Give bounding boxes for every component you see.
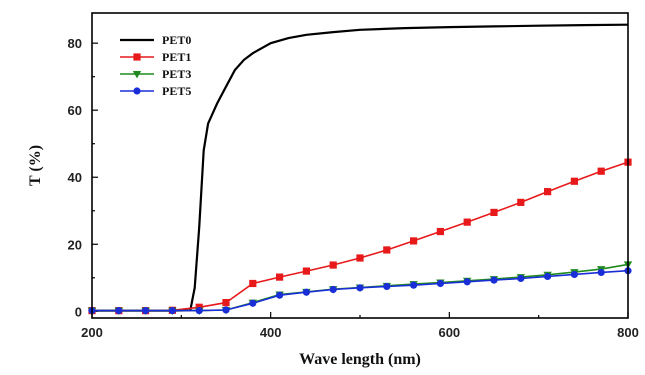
data-point-pet1: [383, 246, 391, 254]
data-point-pet1: [463, 218, 471, 226]
series-pet5: [88, 267, 632, 315]
legend-marker-pet1: [133, 53, 141, 61]
data-point-pet5: [410, 281, 418, 289]
legend-item-pet5: PET5: [120, 84, 191, 98]
data-point-pet1: [544, 188, 552, 196]
legend-marker-pet3: [132, 71, 142, 79]
legend-item-pet1: PET1: [120, 50, 191, 64]
y-tick-label: 40: [68, 170, 82, 185]
x-tick-label: 400: [260, 325, 282, 340]
data-point-pet5: [329, 285, 337, 294]
data-point-pet1: [356, 254, 364, 262]
legend-label-pet5: PET5: [162, 84, 191, 98]
data-point-pet5: [517, 274, 525, 283]
legend-label-pet0: PET0: [162, 33, 191, 47]
x-tick-label: 200: [81, 325, 103, 340]
data-point-pet5: [115, 307, 123, 315]
data-point-pet1: [410, 237, 418, 245]
data-point-pet1: [222, 298, 230, 307]
data-point-pet5: [195, 307, 203, 315]
data-point-pet1: [597, 167, 605, 175]
data-point-pet5: [383, 282, 391, 291]
legend-label-pet1: PET1: [162, 50, 191, 64]
data-point-pet5: [222, 306, 230, 314]
data-point-pet1: [249, 279, 257, 288]
data-point-pet1: [570, 177, 578, 185]
data-point-pet5: [142, 307, 150, 315]
legend-label-pet3: PET3: [162, 67, 191, 81]
legend-item-pet0: PET0: [120, 33, 191, 47]
y-tick-label: 0: [75, 304, 82, 319]
y-tick-label: 60: [68, 103, 82, 118]
data-point-pet1: [302, 267, 310, 275]
data-point-pet5: [570, 270, 579, 279]
x-tick-label: 800: [617, 325, 639, 340]
data-point-pet5: [463, 278, 471, 286]
data-point-pet5: [276, 291, 284, 299]
data-series: [87, 23, 633, 316]
legend: PET0 PET1 PET3 PET5: [120, 33, 191, 98]
data-point-pet1: [276, 273, 284, 281]
data-point-pet5: [249, 299, 257, 307]
data-point-pet5: [490, 276, 498, 284]
data-point-pet1: [490, 208, 498, 217]
data-point-pet1: [517, 198, 525, 206]
data-point-pet1: [329, 261, 337, 269]
legend-marker-pet5: [133, 87, 141, 95]
x-axis-title: Wave length (nm): [299, 351, 421, 368]
data-point-pet5: [597, 268, 605, 277]
x-tick-label: 600: [438, 325, 460, 340]
y-axis-title: T (%): [27, 145, 44, 186]
plot-frame: [91, 12, 629, 319]
data-point-pet5: [168, 307, 176, 315]
y-tick-label: 20: [68, 237, 82, 252]
data-point-pet5: [356, 284, 364, 292]
data-point-pet1: [436, 227, 444, 236]
data-point-pet5: [544, 272, 552, 281]
y-tick-label: 80: [68, 36, 82, 51]
data-point-pet5: [302, 288, 310, 296]
legend-item-pet3: PET3: [120, 67, 191, 81]
data-point-pet5: [436, 279, 444, 288]
axis-ticks: 200 400 600 800 0 20 40 60 80: [68, 36, 639, 340]
